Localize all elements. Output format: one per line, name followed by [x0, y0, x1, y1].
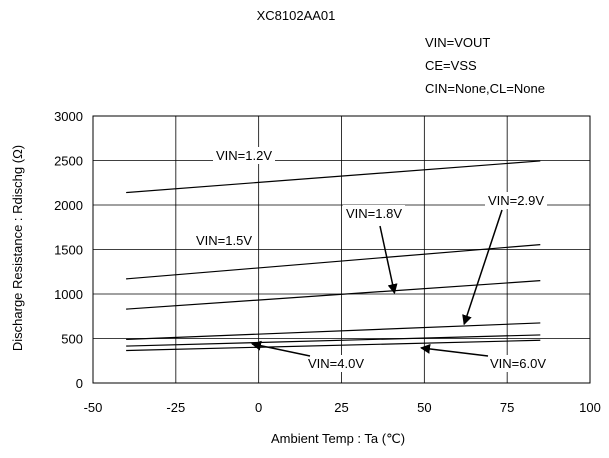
annotation-arrow — [420, 343, 489, 357]
series-line — [126, 280, 541, 310]
annotation-label-background — [343, 205, 406, 222]
condition-line: CIN=None,CL=None — [425, 81, 545, 96]
annotation-label-background — [485, 192, 548, 209]
series-line — [126, 334, 541, 347]
x-tick-label: 75 — [500, 400, 514, 415]
x-tick-label: -25 — [166, 400, 185, 415]
condition-line: VIN=VOUT — [425, 35, 490, 50]
y-tick-label: 2500 — [54, 154, 83, 169]
x-tick-labels: -50 -25 0 25 50 75 100 — [84, 400, 601, 415]
y-tick-label: 0 — [76, 376, 83, 391]
annotation-label-background — [213, 147, 276, 164]
x-tick-label: 25 — [334, 400, 348, 415]
y-axis-label: Discharge Resistance : Rdischg (Ω) — [10, 145, 25, 351]
condition-line: CE=VSS — [425, 58, 477, 73]
annotation-label: VIN=4.0V — [308, 356, 364, 371]
annotations: VIN=1.2V VIN=1.5V VIN=1.8V VIN=2.9V VIN=4.0V… — [193, 147, 550, 372]
series-line — [126, 244, 541, 280]
series-line — [126, 160, 541, 194]
annotation-arrow — [379, 225, 398, 295]
annotation-label: VIN=6.0V — [490, 356, 546, 371]
annotation-arrow — [251, 340, 311, 357]
chart-title: XC8102AA01 — [257, 8, 336, 23]
y-tick-label: 3000 — [54, 109, 83, 124]
y-tick-label: 500 — [61, 332, 83, 347]
annotation-label-background — [487, 355, 550, 372]
y-tick-label: 2000 — [54, 198, 83, 213]
annotation-arrow — [462, 209, 503, 326]
x-tick-label: 100 — [579, 400, 601, 415]
plot-frame — [92, 115, 591, 384]
annotation-label: VIN=2.9V — [488, 193, 544, 208]
y-tick-label: 1000 — [54, 287, 83, 302]
annotation-label: VIN=1.2V — [216, 148, 272, 163]
y-tick-label: 1500 — [54, 243, 83, 258]
x-tick-label: 50 — [417, 400, 431, 415]
series-line — [126, 339, 541, 352]
x-axis-label: Ambient Temp : Ta (℃) — [271, 431, 405, 446]
annotation-label: VIN=1.5V — [196, 233, 252, 248]
grid — [92, 115, 591, 384]
annotation-label-background — [305, 355, 368, 372]
x-tick-label: 0 — [255, 400, 262, 415]
annotation-label: VIN=1.8V — [346, 206, 402, 221]
series-lines — [126, 160, 541, 352]
x-tick-label: -50 — [84, 400, 103, 415]
series-line — [126, 322, 541, 340]
y-tick-labels: 0 500 1000 1500 2000 2500 3000 — [54, 109, 83, 391]
annotation-label-background — [193, 232, 256, 249]
